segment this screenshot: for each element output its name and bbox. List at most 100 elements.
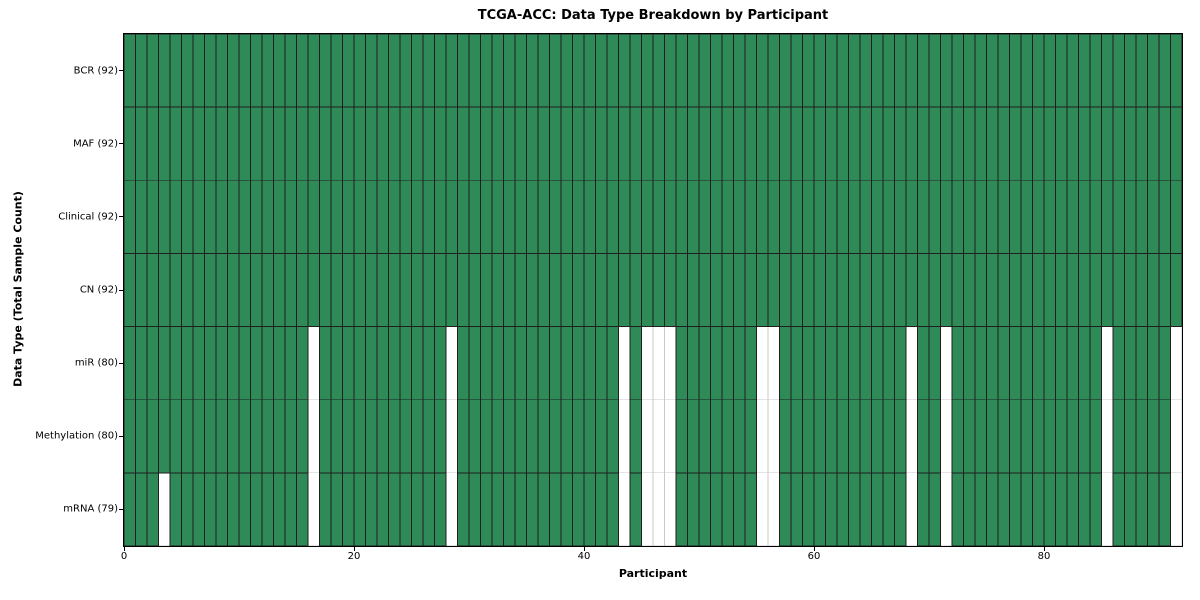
- cell-present-MAF-59: [801, 106, 814, 181]
- cell-present-miR-89: [1146, 325, 1159, 400]
- cell-present-Methylation-35: [525, 398, 538, 473]
- cell-present-Methylation-15: [295, 398, 308, 473]
- cell-present-CN-78: [1020, 252, 1033, 327]
- cell-present-BCR-26: [422, 33, 435, 108]
- cell-present-Methylation-7: [203, 398, 216, 473]
- cell-present-CN-32: [491, 252, 504, 327]
- cell-present-MAF-69: [916, 106, 929, 181]
- cell-absent-mRNA-43: [617, 472, 630, 546]
- cell-present-Methylation-32: [491, 398, 504, 473]
- cell-present-MAF-40: [583, 106, 596, 181]
- cell-present-CN-69: [916, 252, 929, 327]
- cell-present-Methylation-39: [571, 398, 584, 473]
- cell-present-Methylation-1: [134, 398, 147, 473]
- cell-present-CN-50: [698, 252, 711, 327]
- cell-present-Methylation-30: [468, 398, 481, 473]
- cell-present-Methylation-40: [583, 398, 596, 473]
- cell-present-Clinical-80: [1043, 179, 1056, 254]
- cell-present-MAF-12: [261, 106, 274, 181]
- cell-present-BCR-19: [341, 33, 354, 108]
- cell-present-MAF-51: [709, 106, 722, 181]
- cell-present-BCR-14: [284, 33, 297, 108]
- cell-present-mRNA-14: [284, 471, 297, 546]
- cell-present-Methylation-41: [594, 398, 607, 473]
- cell-present-Methylation-75: [985, 398, 998, 473]
- cell-present-BCR-79: [1031, 33, 1044, 108]
- cell-present-MAF-15: [295, 106, 308, 181]
- cell-present-CN-66: [882, 252, 895, 327]
- y-tick-label: BCR (92): [73, 65, 118, 77]
- cell-present-MAF-84: [1089, 106, 1102, 181]
- cell-absent-Methylation-45: [640, 398, 653, 473]
- cell-present-Methylation-36: [537, 398, 550, 473]
- cell-present-MAF-14: [284, 106, 297, 181]
- cell-present-BCR-38: [560, 33, 573, 108]
- cell-present-Methylation-52: [721, 398, 734, 473]
- cell-present-miR-41: [594, 325, 607, 400]
- cell-present-MAF-72: [951, 106, 964, 181]
- cell-present-MAF-2: [146, 106, 159, 181]
- cell-present-MAF-57: [778, 106, 791, 181]
- cell-present-CN-4: [169, 252, 182, 327]
- cell-present-miR-87: [1123, 325, 1136, 400]
- cell-present-BCR-82: [1066, 33, 1079, 108]
- cell-present-MAF-37: [548, 106, 561, 181]
- cell-present-Clinical-50: [698, 179, 711, 254]
- cell-present-Clinical-18: [330, 179, 343, 254]
- cell-absent-Methylation-56: [767, 398, 780, 473]
- cell-present-MAF-87: [1123, 106, 1136, 181]
- cell-present-Clinical-69: [916, 179, 929, 254]
- cell-absent-miR-45: [640, 325, 653, 400]
- cell-present-Methylation-53: [732, 398, 745, 473]
- cell-present-MAF-6: [192, 106, 205, 181]
- cell-present-CN-28: [445, 252, 458, 327]
- cell-present-Clinical-59: [801, 179, 814, 254]
- cell-present-CN-11: [249, 252, 262, 327]
- cell-present-CN-21: [364, 252, 377, 327]
- cell-present-Methylation-81: [1054, 398, 1067, 473]
- cell-present-Clinical-4: [169, 179, 182, 254]
- cell-present-CN-52: [721, 252, 734, 327]
- cell-present-MAF-71: [939, 106, 952, 181]
- cell-present-mRNA-11: [249, 471, 262, 546]
- cell-present-MAF-43: [617, 106, 630, 181]
- cell-present-MAF-68: [905, 106, 918, 181]
- cell-present-CN-1: [134, 252, 147, 327]
- y-tick-label: Clinical (92): [58, 211, 118, 223]
- cell-present-MAF-67: [893, 106, 906, 181]
- cell-present-Methylation-18: [330, 398, 343, 473]
- cell-present-MAF-73: [962, 106, 975, 181]
- cell-absent-mRNA-16: [307, 472, 320, 546]
- cell-present-Clinical-1: [134, 179, 147, 254]
- cell-absent-Methylation-71: [939, 398, 952, 473]
- cell-present-CN-26: [422, 252, 435, 327]
- cell-present-Methylation-44: [629, 398, 642, 473]
- cell-present-mRNA-0: [123, 471, 136, 546]
- cell-present-mRNA-37: [548, 471, 561, 546]
- cell-present-CN-39: [571, 252, 584, 327]
- cell-present-miR-77: [1008, 325, 1021, 400]
- cell-present-miR-37: [548, 325, 561, 400]
- cell-present-miR-34: [514, 325, 527, 400]
- cell-present-BCR-7: [203, 33, 216, 108]
- cell-present-miR-79: [1031, 325, 1044, 400]
- cell-present-Clinical-15: [295, 179, 308, 254]
- cell-absent-miR-28: [445, 325, 458, 400]
- cell-present-mRNA-67: [893, 471, 906, 546]
- cell-present-MAF-86: [1112, 106, 1125, 181]
- cell-present-miR-83: [1077, 325, 1090, 400]
- cell-present-miR-9: [226, 325, 239, 400]
- cell-present-Clinical-13: [272, 179, 285, 254]
- cell-present-Methylation-49: [686, 398, 699, 473]
- cell-present-CN-91: [1169, 252, 1182, 327]
- cell-present-CN-77: [1008, 252, 1021, 327]
- cell-present-CN-63: [847, 252, 860, 327]
- cell-present-Clinical-6: [192, 179, 205, 254]
- cell-present-Clinical-20: [353, 179, 366, 254]
- cell-present-Methylation-73: [962, 398, 975, 473]
- cell-present-miR-36: [537, 325, 550, 400]
- cell-present-Clinical-43: [617, 179, 630, 254]
- cell-present-mRNA-25: [410, 471, 423, 546]
- cell-absent-mRNA-28: [445, 472, 458, 546]
- cell-present-CN-34: [514, 252, 527, 327]
